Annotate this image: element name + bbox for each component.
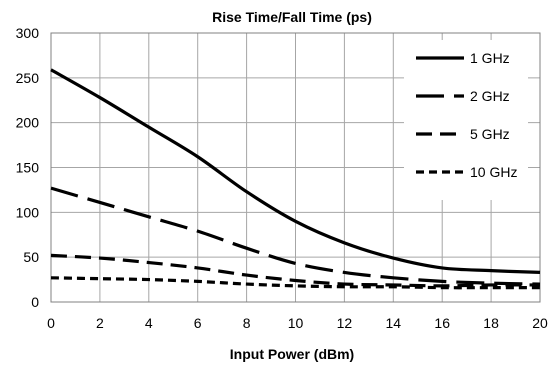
legend: 1 GHz 2 GHz 5 GHz 10 GHz [404, 40, 528, 200]
x-axis-label: Input Power (dBm) [230, 346, 354, 362]
legend-label: 1 GHz [470, 50, 510, 66]
legend-label: 2 GHz [470, 88, 510, 104]
series-line-5-ghz [50, 253, 541, 288]
y-tick-label: 150 [16, 160, 40, 176]
y-tick-label: 200 [16, 115, 40, 131]
chart-title: Rise Time/Fall Time (ps) [212, 9, 372, 25]
y-tick-label: 50 [23, 249, 39, 265]
series-layer [50, 68, 541, 290]
x-tick-label: 4 [145, 315, 153, 331]
x-tick-label: 8 [243, 315, 251, 331]
series-line-1-ghz [50, 68, 541, 275]
x-tick-label: 16 [434, 315, 450, 331]
legend-label: 5 GHz [470, 126, 510, 142]
x-tick-label: 0 [47, 315, 55, 331]
x-tick-label: 12 [337, 315, 353, 331]
legend-background [404, 40, 528, 200]
y-tick-label: 0 [31, 294, 39, 310]
y-tick-label: 300 [16, 25, 40, 41]
x-tick-label: 20 [532, 315, 548, 331]
y-tick-label: 250 [16, 70, 40, 86]
x-tick-label: 6 [194, 315, 202, 331]
x-tick-label: 10 [288, 315, 304, 331]
series-line-10-ghz [50, 276, 540, 290]
y-tick-label: 100 [16, 204, 40, 220]
plot-area [50, 32, 541, 303]
series-line-2-ghz [50, 186, 541, 286]
x-tick-label: 2 [96, 315, 104, 331]
x-tick-label: 18 [483, 315, 499, 331]
x-tick-label: 14 [386, 315, 402, 331]
legend-label: 10 GHz [470, 164, 517, 180]
